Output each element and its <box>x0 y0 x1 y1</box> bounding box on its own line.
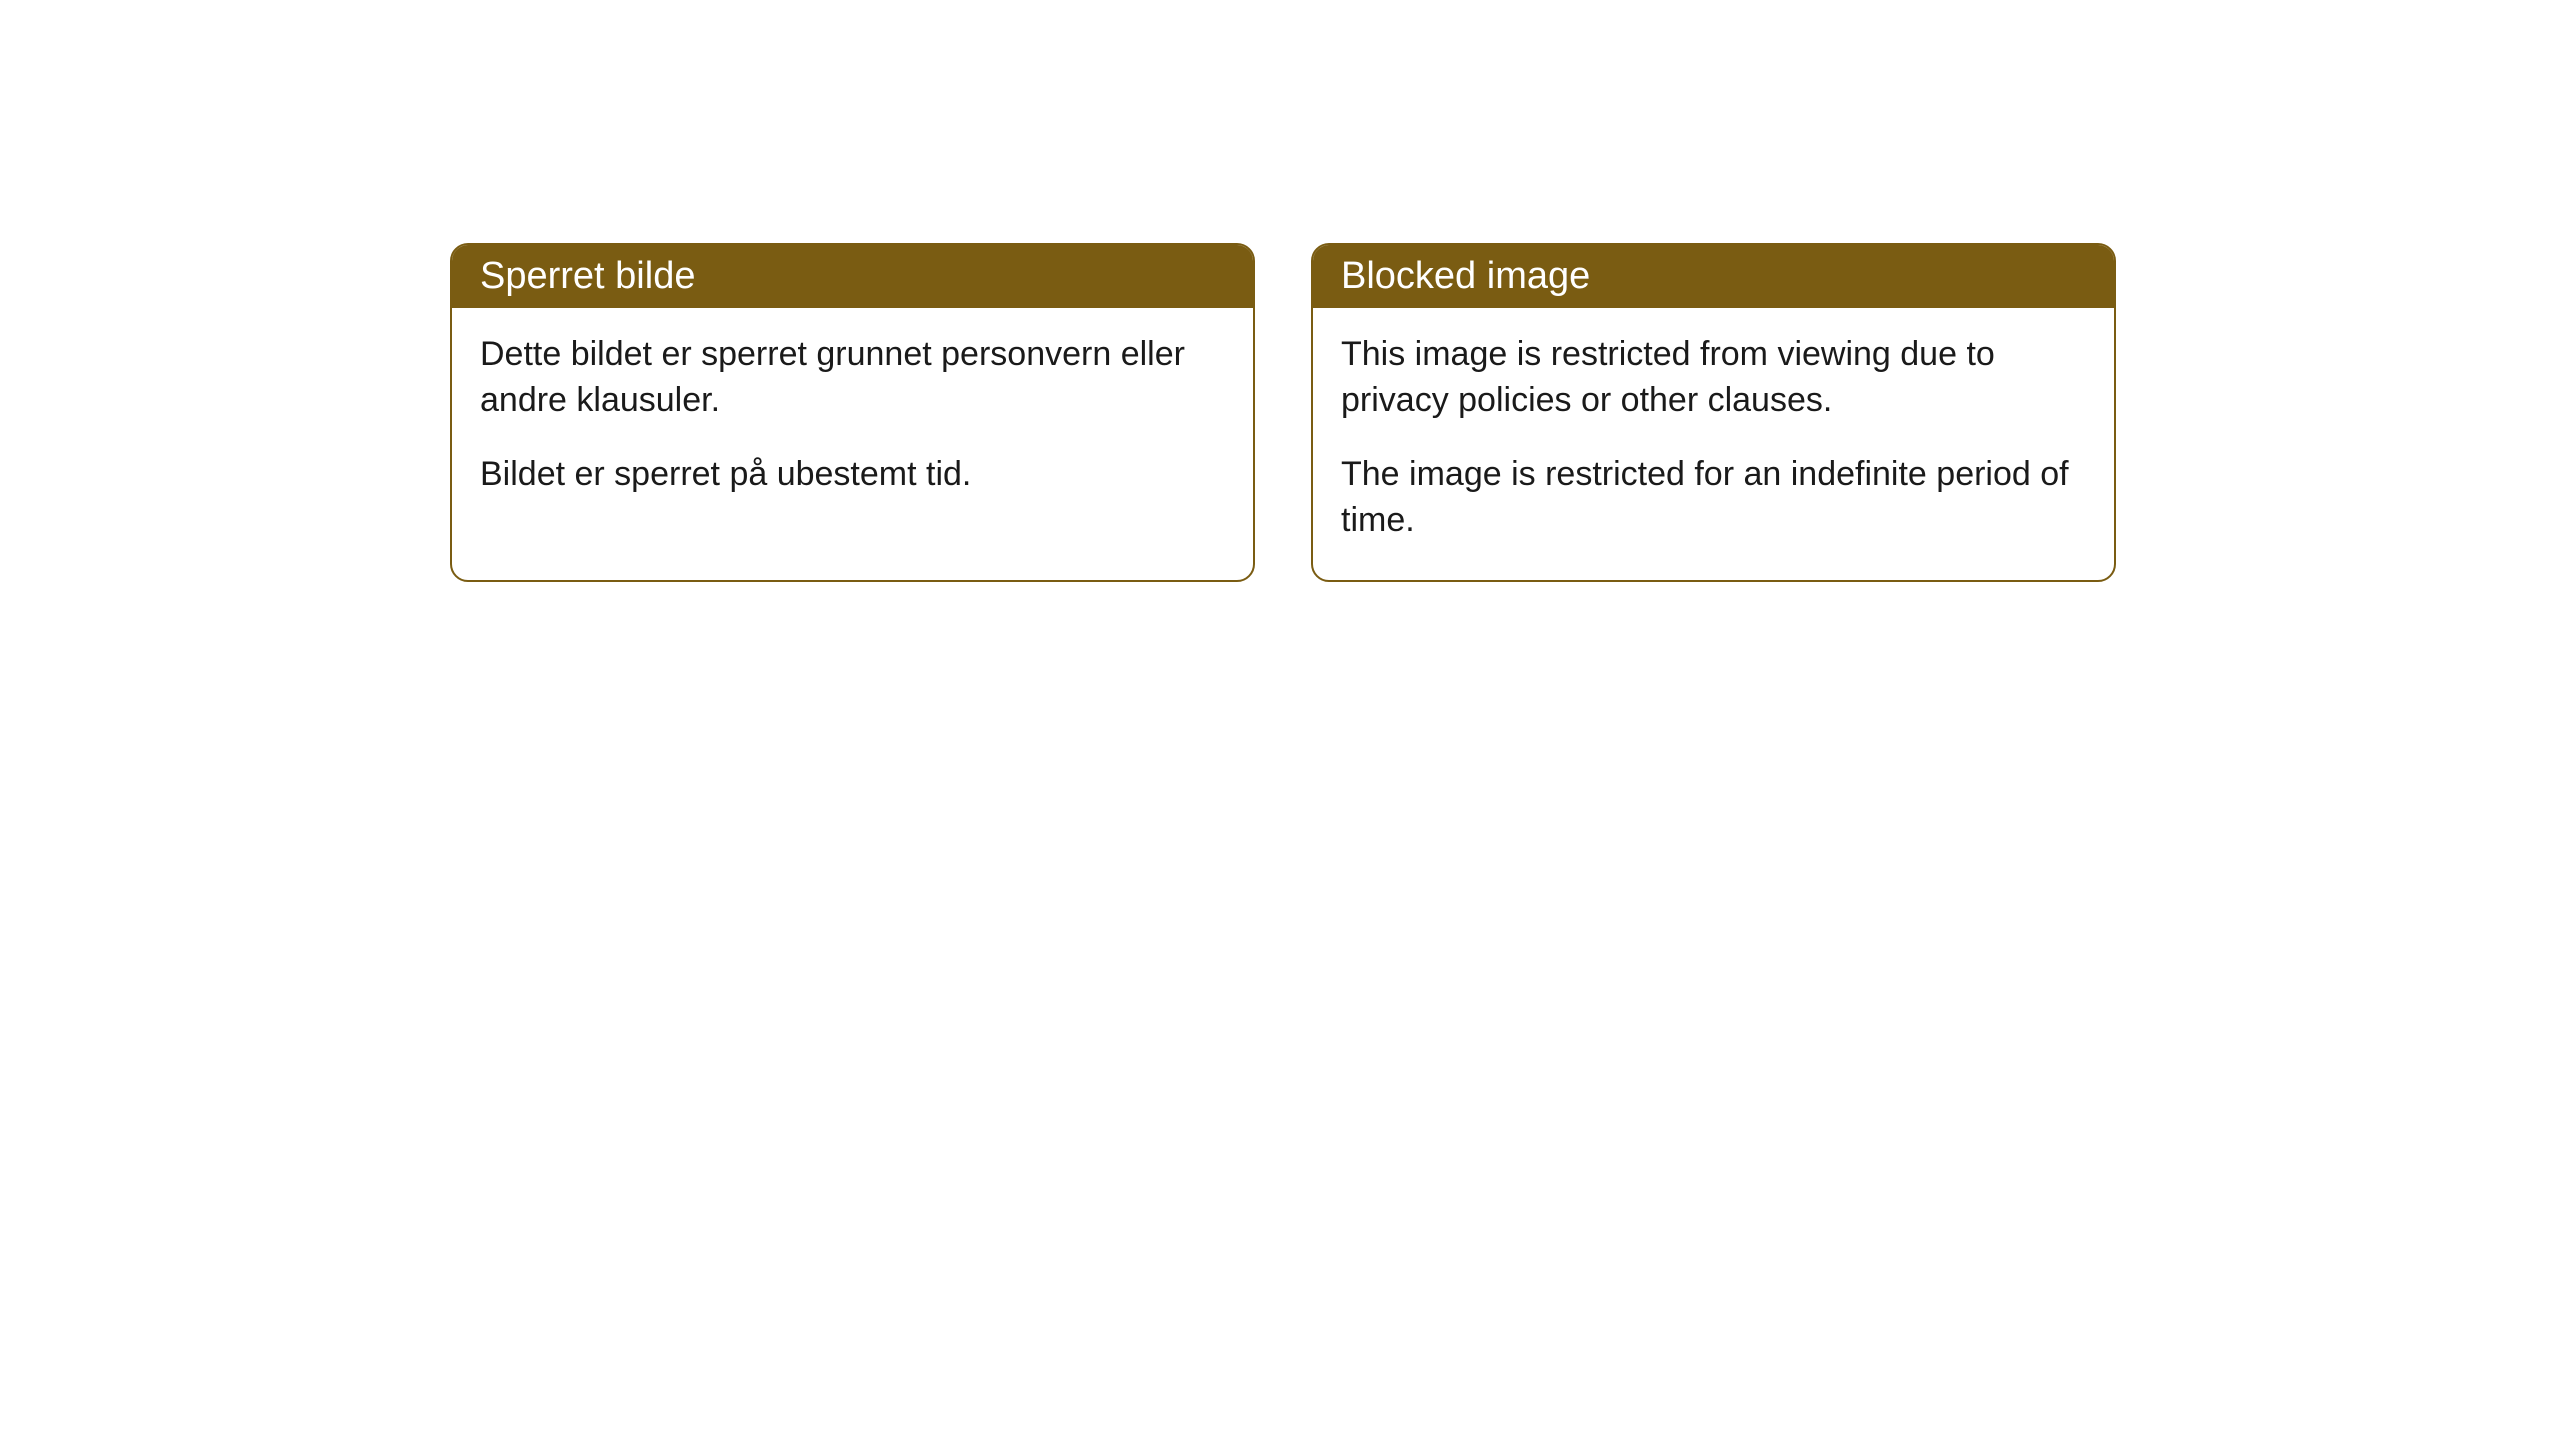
card-paragraph: The image is restricted for an indefinit… <box>1341 452 2086 544</box>
cards-container: Sperret bilde Dette bildet er sperret gr… <box>450 243 2116 582</box>
card-paragraph: Dette bildet er sperret grunnet personve… <box>480 332 1225 424</box>
card-paragraph: This image is restricted from viewing du… <box>1341 332 2086 424</box>
card-paragraph: Bildet er sperret på ubestemt tid. <box>480 452 1225 498</box>
card-body: Dette bildet er sperret grunnet personve… <box>452 308 1253 534</box>
card-header: Blocked image <box>1313 245 2114 308</box>
card-title: Blocked image <box>1341 255 1590 297</box>
card-title: Sperret bilde <box>480 255 695 297</box>
blocked-image-card-en: Blocked image This image is restricted f… <box>1311 243 2116 582</box>
card-header: Sperret bilde <box>452 245 1253 308</box>
blocked-image-card-no: Sperret bilde Dette bildet er sperret gr… <box>450 243 1255 582</box>
card-body: This image is restricted from viewing du… <box>1313 308 2114 580</box>
